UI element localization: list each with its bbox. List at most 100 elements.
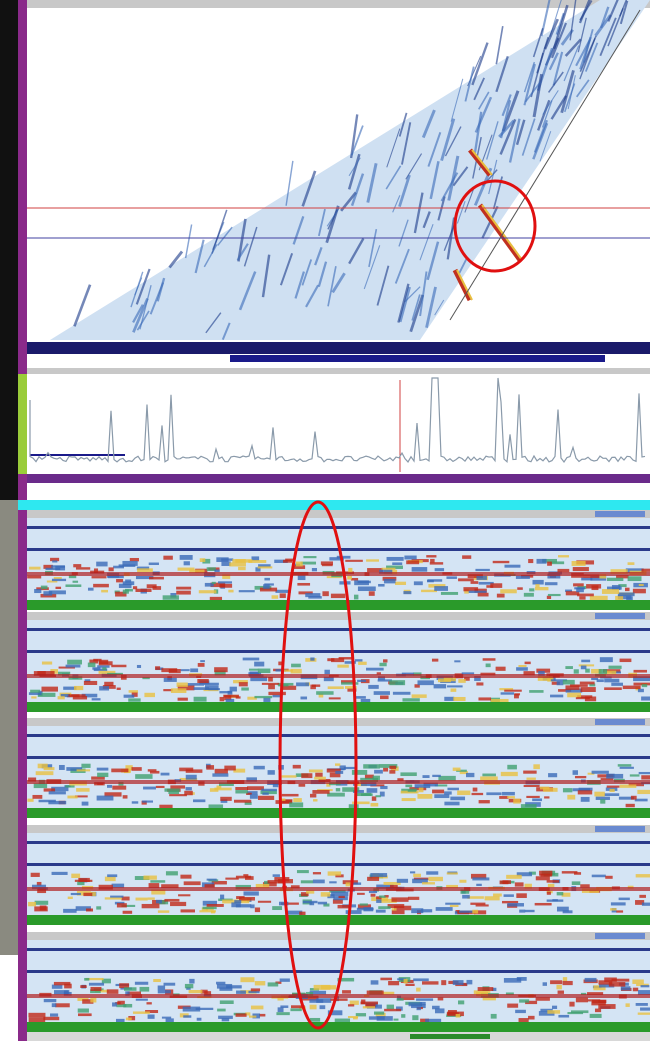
- cscan-speck: [565, 685, 580, 690]
- cscan-speck: [144, 692, 155, 698]
- cscan-speck: [261, 682, 280, 685]
- ascan-axis-bar: [27, 474, 650, 483]
- cscan-speck: [312, 879, 325, 884]
- cscan-speck: [486, 792, 502, 796]
- cscan-speck: [277, 1007, 284, 1013]
- cscan-speck: [366, 788, 378, 793]
- cscan-speck: [491, 987, 497, 992]
- cscan-speck: [341, 680, 356, 684]
- cscan-speck: [125, 991, 130, 996]
- cscan-speck: [363, 764, 380, 769]
- cscan-speck: [567, 692, 582, 698]
- cscan-speck: [432, 1005, 440, 1010]
- cscan-speck: [66, 767, 83, 771]
- cscan-speck: [290, 885, 300, 889]
- cscan-speck: [396, 1006, 403, 1011]
- cscan-speck: [135, 998, 148, 1001]
- streak: [217, 226, 233, 246]
- cscan-speck: [50, 557, 60, 562]
- cscan-speck: [393, 905, 412, 911]
- cscan-speck: [235, 790, 248, 794]
- streak: [401, 122, 412, 165]
- cscan-speck: [347, 575, 352, 580]
- cscan-speck: [276, 1012, 290, 1016]
- cscan-speck: [96, 767, 109, 771]
- cscan-speck: [280, 902, 299, 905]
- cscan-speck: [354, 659, 363, 662]
- cscan-speck: [380, 977, 392, 981]
- cscan-speck: [500, 692, 515, 695]
- cscan-speck: [405, 784, 413, 788]
- cscan-speck: [127, 991, 142, 995]
- ascan-waveform: [29, 377, 646, 464]
- cscan-speck: [51, 984, 63, 989]
- cscan-speck: [142, 677, 150, 680]
- cscan-speck: [478, 697, 492, 701]
- cscan-speck: [413, 873, 421, 878]
- cscan-speck: [278, 901, 289, 906]
- streak: [464, 66, 475, 102]
- cscan-speck: [452, 980, 464, 985]
- streak: [495, 55, 509, 93]
- cscan-speck: [618, 897, 630, 901]
- cscan-speck: [523, 770, 537, 774]
- cscan-speck: [312, 872, 321, 875]
- cscan-speck: [523, 784, 540, 788]
- cscan-speck: [271, 595, 279, 599]
- cscan-speck: [561, 871, 578, 874]
- cscan-speck: [375, 1012, 386, 1018]
- cscan-speck: [204, 582, 214, 587]
- cscan-speck: [67, 659, 82, 665]
- streak: [577, 17, 587, 53]
- cscan-speck: [517, 587, 523, 590]
- cscan-speck: [257, 795, 275, 800]
- cscan-speck: [502, 880, 511, 885]
- cscan-speck: [437, 997, 444, 1001]
- cscan-speck: [500, 589, 517, 594]
- cscan-speck: [147, 897, 155, 900]
- cscan-speck: [160, 772, 170, 776]
- cscan-speck: [75, 906, 91, 911]
- cscan-speck: [206, 904, 224, 907]
- cscan-speck: [367, 876, 380, 881]
- streak: [541, 100, 553, 128]
- cscan-speck: [253, 765, 265, 770]
- cscan-speck: [379, 764, 398, 768]
- cscan-speck: [533, 764, 540, 770]
- cscan-speck: [293, 798, 302, 803]
- streak: [619, 0, 628, 17]
- cscan-speck: [28, 901, 37, 907]
- cscan-speck: [185, 787, 192, 791]
- cscan-axis-bar: [27, 600, 650, 610]
- cscan-speck: [214, 667, 228, 673]
- streak: [474, 96, 493, 133]
- cscan-speck: [556, 984, 562, 990]
- cscan-speck: [459, 879, 467, 883]
- cscan-speck: [74, 795, 88, 798]
- cscan-speck: [128, 698, 141, 702]
- cscan-speck: [168, 669, 181, 674]
- streak: [326, 207, 340, 227]
- cscan-speck: [43, 1016, 60, 1021]
- cscan-speck: [416, 1006, 421, 1011]
- cscan-speck: [641, 696, 650, 701]
- cscan-speck: [400, 772, 417, 777]
- cscan-speck: [376, 896, 382, 900]
- bottom-ruler: [27, 1032, 650, 1041]
- cscan-speck: [637, 990, 650, 995]
- streak: [434, 299, 445, 316]
- cscan-speck: [499, 688, 514, 691]
- streak: [348, 157, 361, 177]
- cscan-speck: [422, 981, 439, 985]
- cscan-speck: [234, 899, 250, 904]
- cscan-speck: [572, 788, 591, 792]
- cscan-speck: [204, 991, 212, 995]
- cscan-speck: [594, 1008, 602, 1013]
- cscan-speck: [238, 566, 246, 571]
- cscan-speck: [239, 896, 255, 901]
- streak: [419, 271, 428, 317]
- cscan-speck: [459, 910, 474, 913]
- cscan-speck: [513, 798, 521, 804]
- cscan-speck: [577, 695, 593, 698]
- cscan-line: [27, 970, 650, 973]
